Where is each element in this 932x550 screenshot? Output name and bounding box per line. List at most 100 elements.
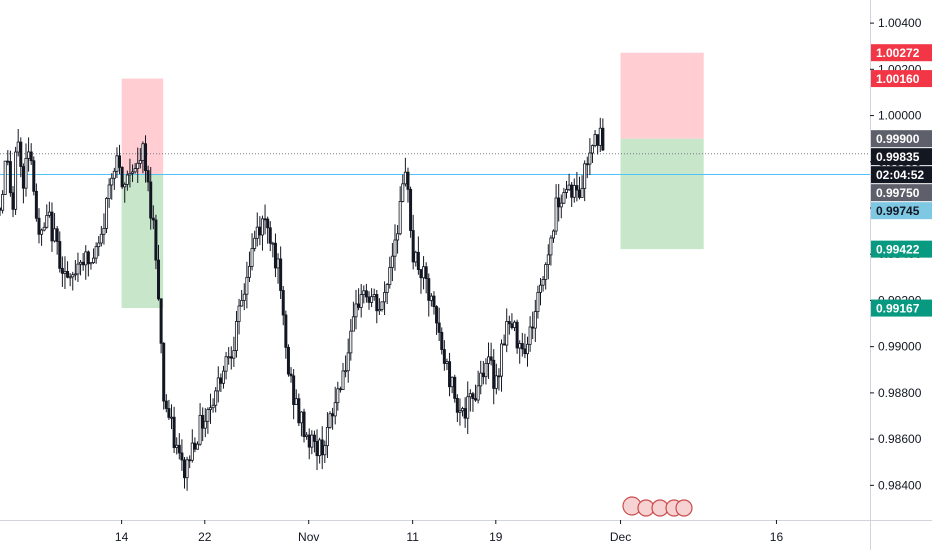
price-badge-background [871,299,932,317]
candle-body-up [396,233,400,241]
candle-body-down [406,171,410,190]
candle [435,305,439,335]
candle-body-down [440,331,444,350]
candle [76,252,80,283]
candle-body-down [268,227,272,244]
badge-countdown[interactable]: 02:04:52 [871,166,932,184]
candle [580,175,584,198]
badge-1.00272[interactable]: 1.00272 [871,44,932,62]
candle-body-down [81,261,85,266]
candle-body-down [497,375,501,378]
candle-body-up [476,385,480,401]
candle [112,167,116,190]
candle-body-up [102,227,106,235]
candle [583,160,587,202]
candle-body-down [315,441,319,457]
candle-body-up [250,248,254,267]
candle-body-down [258,226,262,236]
candle-body-down [442,349,446,364]
badge-0.99745[interactable]: 0.99745 [871,202,932,220]
candle-body-up [380,301,384,310]
candle [349,319,353,361]
candle [151,205,155,230]
candle [398,186,402,236]
candle-body-down [307,434,311,448]
candle [546,244,550,280]
candle [50,202,54,252]
candle-body-up [195,443,199,450]
candle-body-down [435,306,439,324]
event-flag-circle [675,499,693,517]
candle-body-down [0,207,2,211]
candle-body-down [577,189,581,198]
candle-body-down [146,170,150,183]
candle-body-down [515,321,519,349]
candle [154,214,158,270]
candle [289,367,293,383]
candle [266,216,270,244]
candle-body-up [107,184,111,199]
candle-body-down [448,361,452,388]
candle-body-up [572,185,576,198]
candle-body-up [318,439,322,457]
candle-body-up [359,294,363,308]
badge-0.99900[interactable]: 0.99900 [871,130,932,148]
candle [232,336,236,367]
candle [406,167,410,203]
candle-body-down [154,219,158,261]
economic-events-icon[interactable] [622,496,693,517]
candle [458,398,462,426]
price-badge-background [871,240,932,258]
candle-body-down [149,181,153,219]
candle-body-down [520,343,524,350]
candle-body-up [224,356,228,372]
candle [216,366,220,403]
candle-body-down [286,346,290,375]
time-axis[interactable]: 14 22 Nov 11 19 Dec 16 [115,520,784,544]
badge-0.99167[interactable]: 0.99167 [871,299,932,317]
candle-body-up [494,375,498,389]
candle-body-up [372,294,376,298]
candle-body-up [24,157,28,189]
candle-body-down [279,258,283,291]
badge-1.00160[interactable]: 1.00160 [871,70,932,88]
candle-body-up [40,229,44,235]
candle-body-up [53,228,57,242]
candle-body-down [151,217,155,221]
candle-body-up [388,267,392,285]
candle-body-up [403,171,407,185]
candle-body-up [526,343,530,355]
price-tick-label: 0.98400 [878,478,922,492]
candle-body-up [445,361,449,364]
badge-0.99422[interactable]: 0.99422 [871,240,932,258]
candle-body-down [188,459,192,462]
candle-body-up [185,459,189,479]
candle [544,262,548,290]
candle [208,393,212,424]
candle [167,399,171,421]
candle-body-up [84,251,88,266]
right-stop-zone[interactable] [620,52,704,139]
candle [551,229,555,243]
price-badge-label: 02:04:52 [876,168,924,182]
candle-body-up [429,295,433,301]
candle-body-up [354,303,358,318]
candle-body-down [159,298,163,344]
price-badge-background [871,184,932,202]
price-badge-background [871,70,932,88]
candle-body-down [289,373,293,377]
candle-body-down [55,228,59,242]
candle-body-up [341,370,345,391]
price-tick-label: 0.98600 [878,432,922,446]
candle-body-down [375,294,379,312]
candle-body-down [86,251,90,265]
candle [24,143,28,197]
right-target-zone[interactable] [620,138,704,250]
candle-body-down [437,322,441,333]
candle [268,221,272,252]
candle [297,393,301,426]
badge-0.99750[interactable]: 0.99750 [871,184,932,202]
badge-0.99835[interactable]: 0.99835 [871,148,932,166]
candle-body-up [123,183,127,188]
